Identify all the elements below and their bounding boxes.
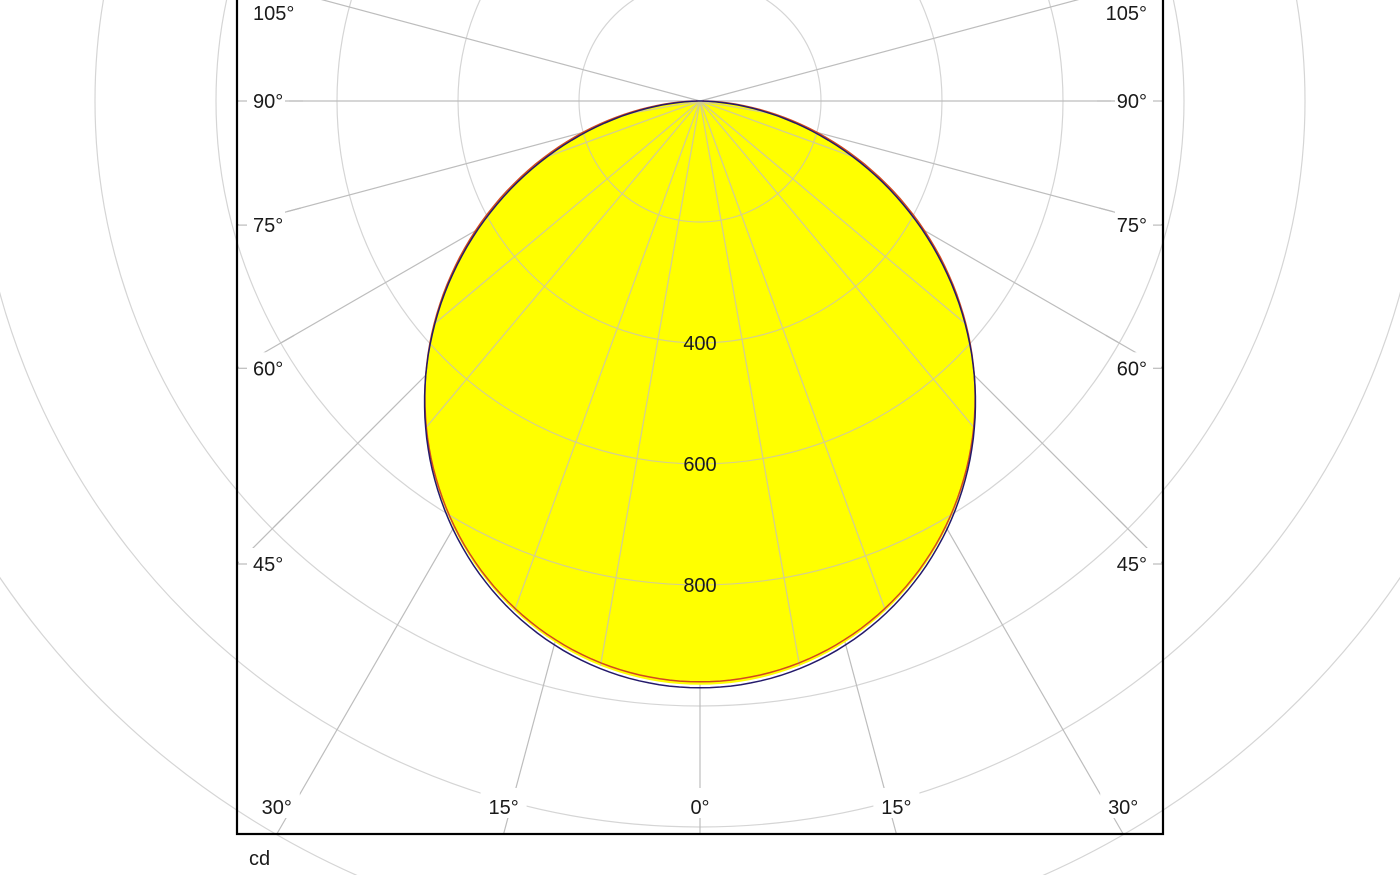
svg-text:90°: 90°	[1117, 91, 1147, 113]
svg-text:60°: 60°	[1117, 358, 1147, 380]
svg-text:0°: 0°	[690, 797, 709, 819]
svg-text:30°: 30°	[1108, 797, 1138, 819]
svg-text:75°: 75°	[1117, 215, 1147, 237]
svg-text:400: 400	[683, 333, 716, 355]
svg-text:105°: 105°	[253, 3, 294, 25]
svg-text:45°: 45°	[1117, 554, 1147, 576]
svg-text:800: 800	[683, 575, 716, 597]
svg-text:105°: 105°	[1106, 3, 1147, 25]
svg-text:45°: 45°	[253, 554, 283, 576]
svg-text:15°: 15°	[881, 797, 911, 819]
svg-text:15°: 15°	[488, 797, 518, 819]
svg-text:90°: 90°	[253, 91, 283, 113]
svg-text:75°: 75°	[253, 215, 283, 237]
svg-text:600: 600	[683, 454, 716, 476]
svg-text:30°: 30°	[262, 797, 292, 819]
svg-text:cd: cd	[249, 848, 270, 870]
svg-text:60°: 60°	[253, 358, 283, 380]
